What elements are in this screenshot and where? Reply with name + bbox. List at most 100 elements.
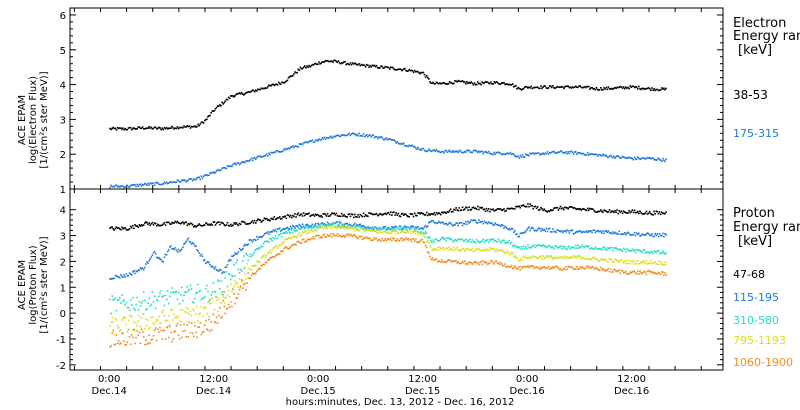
data-point: [183, 294, 185, 297]
data-point: [516, 257, 518, 259]
data-point: [415, 238, 417, 240]
data-point: [344, 223, 346, 225]
data-point: [244, 273, 246, 275]
data-point: [173, 248, 175, 251]
data-point: [620, 86, 623, 88]
data-point: [294, 71, 296, 73]
x-tick-time-label: 0:00: [98, 374, 120, 385]
data-point: [220, 104, 222, 107]
data-point: [521, 154, 524, 156]
data-point: [176, 179, 179, 181]
data-point: [308, 140, 310, 142]
data-point: [191, 332, 194, 335]
data-point: [390, 138, 392, 141]
data-point: [546, 246, 549, 248]
data-point: [626, 248, 628, 250]
data-point: [481, 150, 483, 153]
data-point: [515, 233, 517, 236]
data-point: [567, 245, 569, 248]
data-point: [152, 251, 155, 254]
data-point: [434, 259, 437, 261]
data-point: [279, 253, 281, 255]
data-point: [430, 246, 432, 248]
data-point: [417, 71, 419, 73]
data-point: [116, 186, 119, 188]
data-point: [277, 228, 280, 230]
data-point: [530, 227, 532, 230]
data-point: [468, 248, 470, 251]
data-point: [624, 156, 626, 159]
data-point: [496, 262, 499, 264]
data-point: [240, 92, 243, 94]
data-point: [137, 126, 140, 128]
data-point: [356, 228, 358, 230]
data-point: [603, 209, 605, 211]
data-point: [301, 239, 304, 241]
data-point: [274, 245, 277, 248]
data-point: [330, 223, 332, 225]
data-point: [597, 210, 600, 213]
data-point: [348, 224, 351, 227]
data-point: [376, 228, 379, 231]
data-point: [472, 241, 475, 243]
data-point: [198, 252, 200, 254]
data-point: [656, 273, 659, 275]
data-point: [165, 253, 168, 256]
data-point: [397, 228, 400, 230]
data-point: [319, 225, 321, 228]
data-point: [272, 236, 274, 239]
data-point: [390, 211, 392, 213]
data-point: [119, 296, 121, 299]
data-point: [203, 306, 206, 308]
data-point: [282, 232, 284, 234]
data-point: [386, 66, 389, 69]
data-point: [150, 303, 153, 306]
data-point: [530, 257, 532, 259]
data-point: [443, 249, 445, 251]
data-point: [650, 260, 652, 262]
data-point: [357, 135, 359, 137]
data-point: [615, 155, 617, 158]
data-point: [572, 86, 575, 89]
data-point: [601, 249, 603, 251]
data-point: [650, 157, 652, 160]
data-point: [176, 323, 179, 325]
data-point: [232, 288, 234, 290]
data-point: [231, 95, 233, 97]
y-tick-label: 4: [60, 81, 66, 92]
data-point: [234, 94, 236, 97]
data-point: [293, 229, 295, 232]
data-point: [230, 283, 232, 286]
data-point: [421, 72, 424, 74]
data-point: [644, 88, 647, 90]
data-point: [406, 226, 408, 229]
data-point: [403, 214, 405, 216]
data-point: [188, 240, 191, 243]
data-point: [583, 246, 586, 249]
data-point: [453, 224, 455, 226]
data-point: [618, 230, 621, 233]
data-point: [618, 156, 621, 158]
data-point: [194, 178, 196, 181]
data-point: [511, 267, 514, 270]
data-point: [194, 225, 196, 227]
data-point: [135, 303, 137, 306]
data-point: [452, 210, 454, 213]
data-point: [471, 239, 474, 241]
data-point: [326, 233, 329, 236]
data-point: [594, 211, 597, 213]
data-point: [316, 139, 318, 141]
data-point: [294, 213, 296, 215]
data-point: [242, 287, 244, 289]
data-point: [590, 230, 592, 232]
data-point: [137, 320, 140, 322]
data-point: [284, 232, 286, 235]
data-point: [157, 127, 159, 130]
data-point: [563, 208, 565, 211]
data-point: [165, 181, 168, 184]
data-point: [220, 317, 222, 319]
data-point: [234, 252, 236, 254]
data-point: [310, 227, 313, 229]
data-point: [578, 85, 580, 87]
